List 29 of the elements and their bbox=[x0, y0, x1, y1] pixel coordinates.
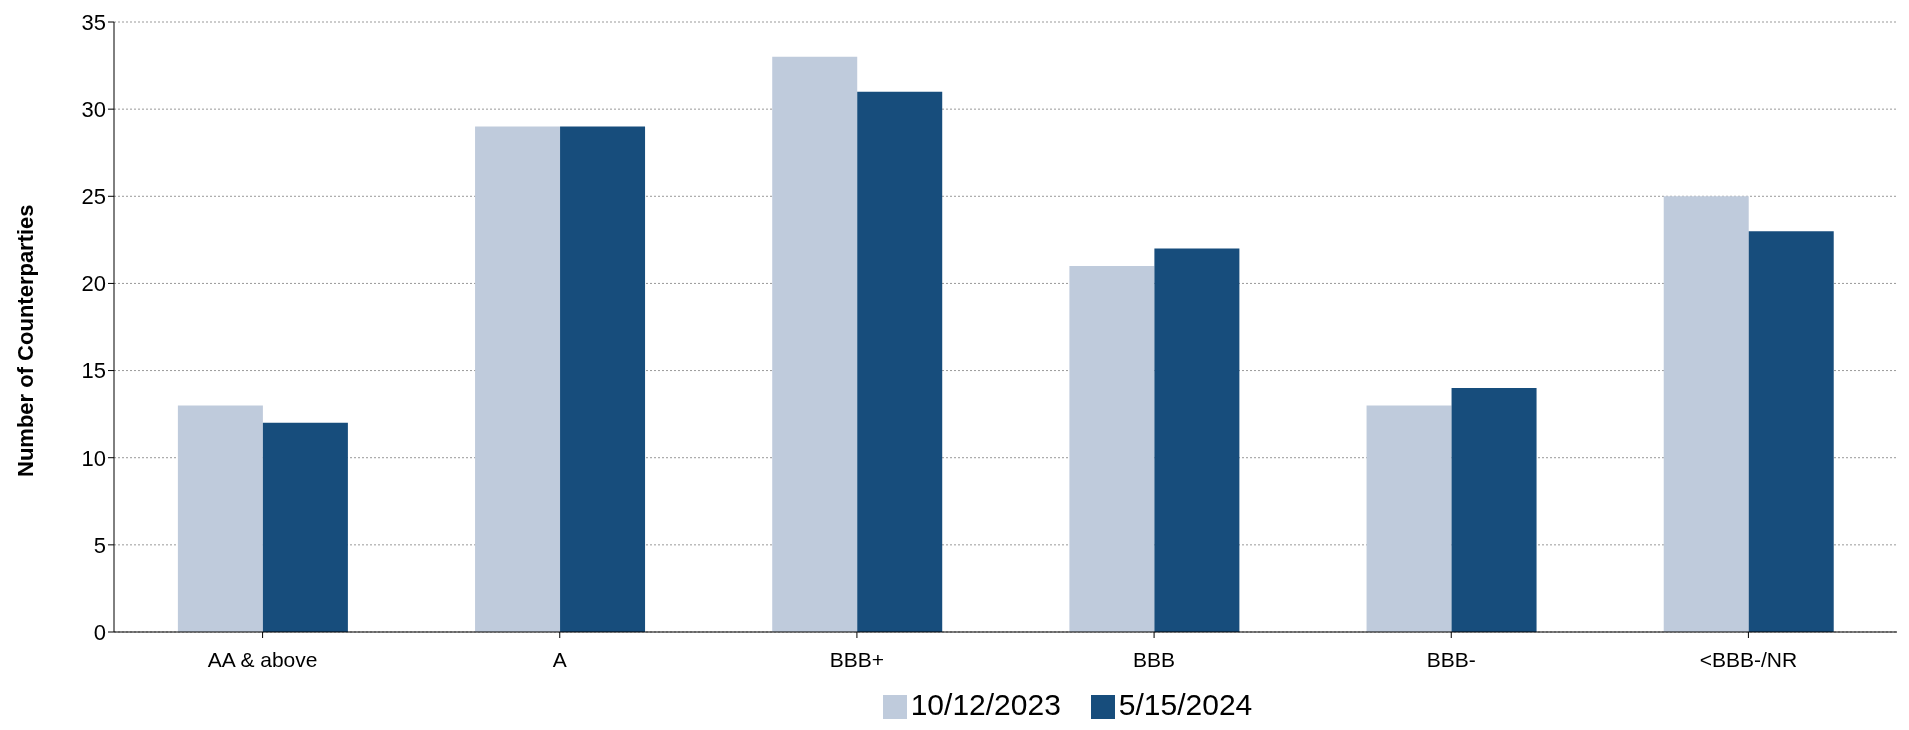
y-axis-title: Number of Counterparties bbox=[12, 204, 38, 477]
x-tick-label: BBB bbox=[1133, 647, 1176, 671]
y-tick-label: 20 bbox=[81, 271, 106, 297]
x-tick-label: AA & above bbox=[207, 647, 318, 671]
bar bbox=[857, 91, 943, 632]
x-tick-label: <BBB-/NR bbox=[1699, 647, 1798, 671]
bar bbox=[1366, 405, 1452, 632]
y-tick-label: 30 bbox=[81, 96, 106, 122]
x-tick-label: BBB+ bbox=[829, 647, 885, 671]
y-tick-label: 10 bbox=[81, 445, 106, 471]
y-tick-label: 15 bbox=[81, 358, 106, 384]
y-tick-label: 5 bbox=[93, 532, 106, 558]
bar bbox=[177, 405, 263, 632]
bar bbox=[475, 126, 561, 632]
bar bbox=[560, 126, 646, 632]
y-tick-label: 35 bbox=[81, 9, 106, 35]
bar bbox=[1663, 196, 1749, 632]
y-tick-label: 25 bbox=[81, 184, 106, 210]
bar bbox=[1748, 231, 1834, 632]
bar bbox=[262, 422, 348, 632]
bar bbox=[1451, 388, 1537, 632]
bar bbox=[1154, 248, 1240, 632]
x-tick-label: A bbox=[552, 647, 567, 671]
legend-label: 10/12/2023 bbox=[910, 688, 1061, 721]
legend-label: 5/15/2024 bbox=[1118, 688, 1253, 721]
bar bbox=[772, 56, 858, 632]
bar bbox=[1069, 266, 1155, 632]
y-tick-label: 0 bbox=[93, 619, 106, 645]
x-tick-label: BBB- bbox=[1426, 647, 1476, 671]
